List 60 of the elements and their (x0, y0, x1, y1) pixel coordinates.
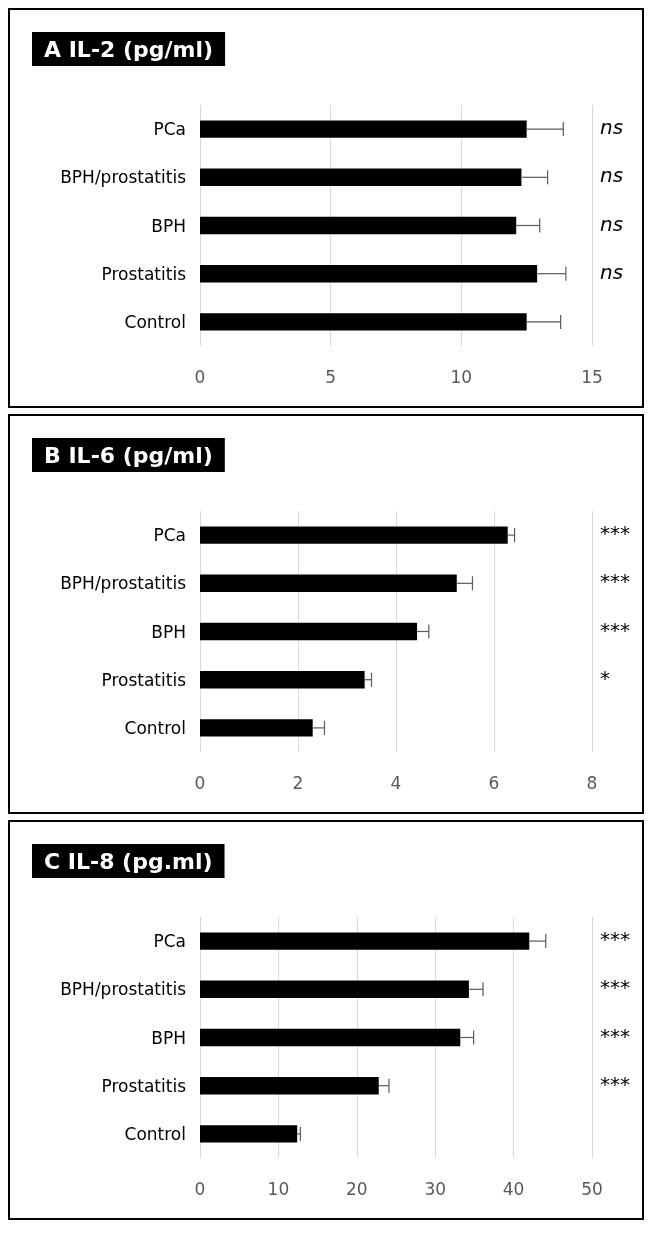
x-tick-label: 20 (345, 1178, 368, 1199)
y-tick-label: Control (124, 1123, 186, 1144)
y-tick-label: Prostatitis (101, 1075, 187, 1096)
chart-title: C IL-8 (pg.ml) (44, 848, 213, 874)
x-tick-label: 5 (325, 366, 337, 387)
text: ns (600, 115, 624, 140)
x-tick-label: 0 (194, 1178, 206, 1199)
y-tick-label: BPH/prostatitis (60, 573, 187, 594)
y-tick-label: BPH (151, 621, 186, 642)
text: *** (600, 617, 630, 642)
bar (200, 313, 527, 331)
text: *** (600, 1071, 630, 1096)
text: *** (600, 927, 630, 952)
bar (200, 1077, 379, 1095)
x-tick-label: 30 (424, 1178, 447, 1199)
text: *** (600, 521, 630, 546)
y-tick-label: Control (124, 311, 186, 332)
text: ns (600, 163, 624, 188)
bar (200, 574, 457, 592)
text: ns (600, 259, 624, 284)
x-tick-label: 10 (450, 366, 473, 387)
chart-title: B IL-6 (pg/ml) (44, 442, 213, 468)
x-tick-label: 50 (581, 1178, 603, 1199)
x-tick-label: 10 (267, 1178, 290, 1199)
text: * (600, 665, 610, 690)
bar (200, 671, 365, 689)
x-tick-label: 15 (581, 366, 603, 387)
bar (200, 719, 313, 737)
bar (200, 265, 538, 283)
bar (200, 1125, 298, 1143)
x-tick-label: 4 (390, 772, 402, 793)
bar (200, 622, 418, 641)
bar (200, 168, 522, 186)
x-tick-label: 0 (194, 366, 206, 387)
text: *** (600, 569, 630, 594)
chart-title: A IL-2 (pg/ml) (44, 36, 214, 62)
y-tick-label: PCa (153, 525, 186, 546)
x-tick-label: 40 (502, 1178, 525, 1199)
bar (200, 216, 517, 235)
y-tick-label: PCa (153, 931, 186, 952)
y-tick-label: Control (124, 717, 186, 738)
y-tick-label: BPH/prostatitis (60, 979, 187, 1000)
y-tick-label: BPH (151, 215, 186, 236)
x-tick-label: 0 (194, 772, 206, 793)
y-tick-label: Prostatitis (101, 669, 187, 690)
bar (200, 1028, 461, 1047)
text: *** (600, 1023, 630, 1048)
y-tick-label: PCa (153, 119, 186, 140)
x-tick-label: 8 (586, 772, 598, 793)
x-tick-label: 6 (488, 772, 500, 793)
x-tick-label: 2 (292, 772, 304, 793)
text: ns (600, 211, 624, 236)
y-tick-label: Prostatitis (101, 263, 187, 284)
y-tick-label: BPH/prostatitis (60, 167, 187, 188)
bar (200, 120, 527, 138)
bar (200, 980, 469, 998)
bar (200, 932, 530, 950)
y-tick-label: BPH (151, 1027, 186, 1048)
bar (200, 526, 508, 544)
text: *** (600, 975, 630, 1000)
